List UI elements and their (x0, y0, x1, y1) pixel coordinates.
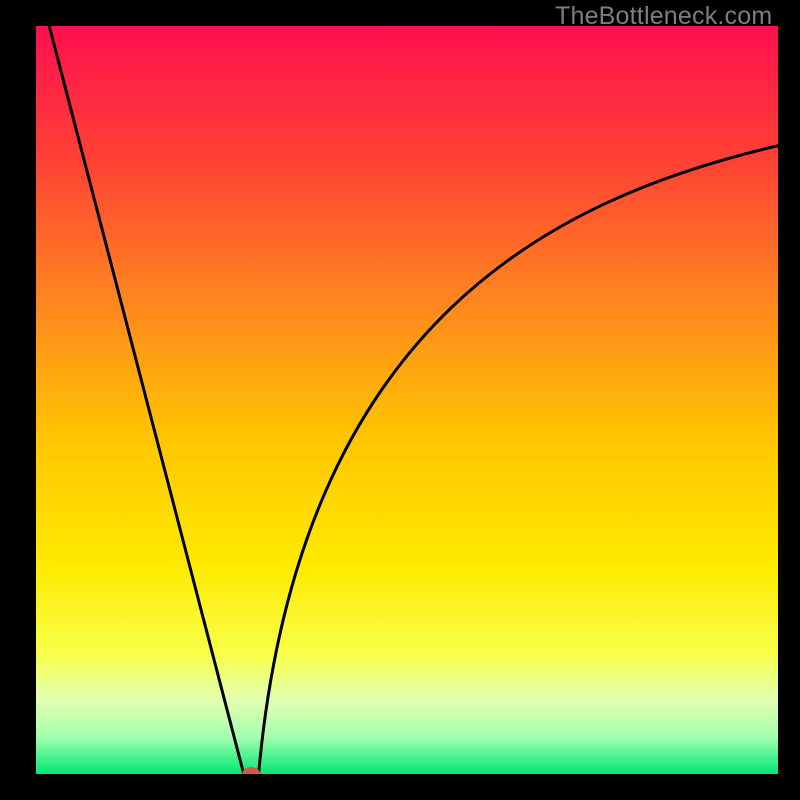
watermark-text: TheBottleneck.com (555, 2, 772, 31)
minimum-marker (242, 767, 260, 774)
curve-layer (36, 26, 778, 774)
bottleneck-curve (43, 26, 778, 774)
bottleneck-chart (36, 26, 778, 774)
